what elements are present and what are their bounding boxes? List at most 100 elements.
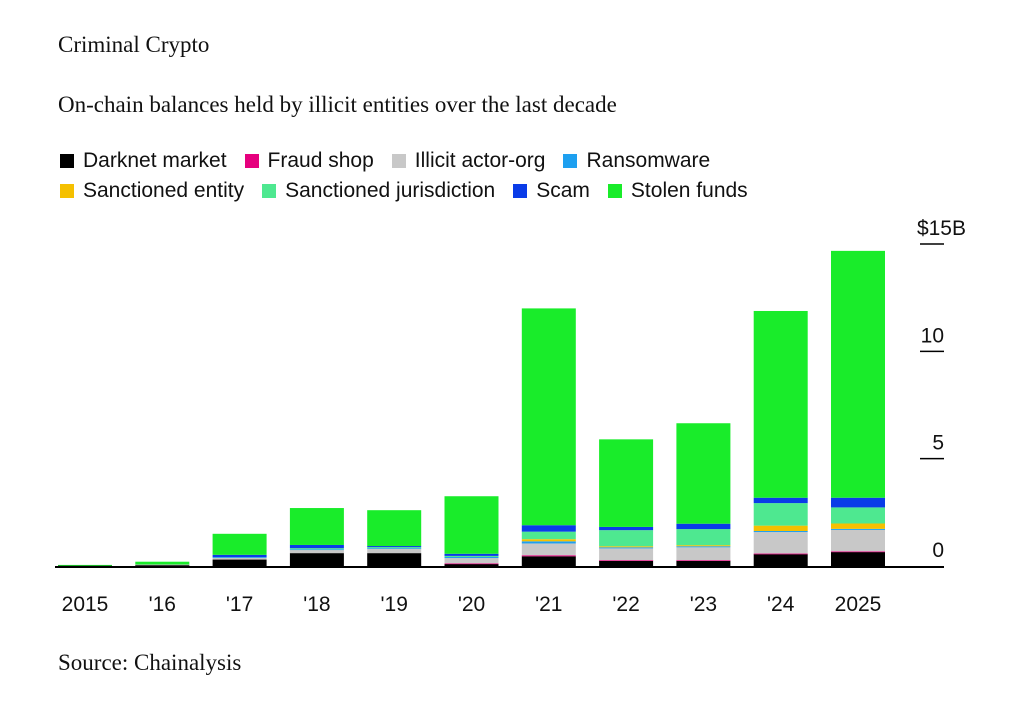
bar-stack-17 <box>212 533 267 566</box>
bar-segment-darknet-market <box>521 556 576 566</box>
bar-segment-illicit-actor-org <box>676 547 731 561</box>
bar-segment-sanctioned-jurisdiction <box>444 555 499 557</box>
bar-segment-fraud-shop <box>831 551 885 553</box>
legend-item-sanctioned-jurisdiction: Sanctioned jurisdiction <box>262 179 495 203</box>
bar-segment-sanctioned-entity <box>831 523 885 529</box>
chart-subtitle: On-chain balances held by illicit entiti… <box>58 92 617 117</box>
bar-stack-20 <box>444 496 499 566</box>
legend-item-darknet-market: Darknet market <box>60 149 227 173</box>
x-tick-label: '20 <box>458 593 485 616</box>
bar-segment-fraud-shop <box>521 555 576 557</box>
bar-stack-18 <box>289 508 344 566</box>
bar-segment-darknet-market <box>135 564 190 566</box>
chart-title: Criminal Crypto <box>58 32 210 57</box>
legend-item-stolen-funds: Stolen funds <box>607 179 748 203</box>
y-tick-label: 0 <box>932 539 944 562</box>
bar-segment-sanctioned-entity <box>753 525 808 532</box>
bars-group <box>58 250 885 567</box>
bar-segment-ransomware <box>521 541 576 544</box>
legend-item-ransomware: Ransomware <box>563 149 710 173</box>
bar-segment-scam <box>599 526 654 531</box>
bar-stack-19 <box>367 510 422 566</box>
y-axis: 0 5 10 $15B <box>917 217 966 562</box>
x-tick-label: '21 <box>535 593 562 616</box>
bar-segment-illicit-actor-org <box>521 543 576 556</box>
bar-segment-scam <box>212 554 267 557</box>
legend-swatch <box>563 154 578 168</box>
bar-segment-scam <box>289 544 344 549</box>
bar-segment-scam <box>367 546 422 548</box>
x-tick-label: '22 <box>612 593 639 616</box>
bar-segment-darknet-market <box>444 563 499 566</box>
bar-stack-2015 <box>58 564 112 567</box>
legend-swatch <box>244 154 259 168</box>
legend-item-fraud-shop: Fraud shop <box>244 149 374 173</box>
bar-segment-darknet-market <box>289 553 344 566</box>
legend-row-2: Sanctioned entity Sanctioned jurisdiction… <box>60 176 960 206</box>
bar-segment-sanctioned-jurisdiction <box>367 547 422 549</box>
bar-segment-ransomware <box>212 556 267 558</box>
legend-label: Sanctioned entity <box>83 179 245 202</box>
bar-segment-darknet-market <box>599 560 654 566</box>
legend-swatch <box>391 154 406 168</box>
legend-label: Fraud shop <box>267 149 374 172</box>
bar-segment-illicit-actor-org <box>212 557 267 560</box>
bar-segment-ransomware <box>289 549 344 551</box>
bar-segment-scam <box>676 523 731 530</box>
legend-swatch <box>513 184 528 198</box>
bar-segment-sanctioned-jurisdiction <box>599 530 654 547</box>
bar-stack-16 <box>135 561 190 566</box>
x-tick-label: '23 <box>690 593 717 616</box>
bar-segment-sanctioned-entity <box>599 546 654 548</box>
bar-segment-stolen-funds <box>521 308 576 526</box>
bar-segment-illicit-actor-org <box>599 548 654 561</box>
bar-stack-2025 <box>831 250 885 566</box>
legend-swatch <box>60 184 74 198</box>
source-note: Source: Chainalysis <box>58 650 242 675</box>
legend-item-scam: Scam <box>513 179 590 203</box>
y-tick-label: $15B <box>917 217 966 240</box>
x-tick-label: 2015 <box>62 593 109 616</box>
bar-segment-illicit-actor-org <box>753 532 808 554</box>
bar-segment-illicit-actor-org <box>289 549 344 554</box>
bar-segment-stolen-funds <box>444 496 499 554</box>
bar-segment-ransomware <box>753 531 808 533</box>
legend: Darknet market Fraud shop Illicit actor-or… <box>60 146 960 206</box>
bar-segment-sanctioned-entity <box>676 545 731 547</box>
bar-segment-scam <box>753 497 808 504</box>
bar-segment-illicit-actor-org <box>831 529 885 552</box>
bar-segment-fraud-shop <box>599 560 654 562</box>
bar-stack-24 <box>753 310 808 566</box>
bar-segment-sanctioned-jurisdiction <box>753 503 808 526</box>
bar-segment-darknet-market <box>58 565 112 567</box>
x-tick-label: '18 <box>303 593 330 616</box>
y-tick-label: 5 <box>932 432 944 455</box>
bar-segment-illicit-actor-org <box>367 548 422 554</box>
x-tick-label: '19 <box>381 593 408 616</box>
bar-segment-scam <box>831 497 885 508</box>
bar-segment-ransomware <box>367 548 422 549</box>
bar-segment-ransomware <box>444 556 499 559</box>
bar-segment-sanctioned-entity <box>521 539 576 542</box>
bar-segment-sanctioned-jurisdiction <box>831 507 885 524</box>
bar-segment-darknet-market <box>831 552 885 566</box>
bar-segment-sanctioned-jurisdiction <box>289 548 344 550</box>
bar-stack-22 <box>599 439 654 566</box>
bar-segment-illicit-actor-org <box>135 564 190 566</box>
legend-swatch <box>607 184 622 198</box>
bar-stack-23 <box>676 423 731 566</box>
legend-label: Illicit actor-org <box>414 149 546 172</box>
bar-segment-ransomware <box>831 528 885 530</box>
legend-label: Scam <box>536 179 590 202</box>
legend-swatch <box>60 154 74 168</box>
legend-item-illicit-actor-org: Illicit actor-org <box>391 149 546 173</box>
legend-label: Darknet market <box>83 149 227 172</box>
bar-segment-fraud-shop <box>753 553 808 555</box>
bar-segment-stolen-funds <box>753 310 808 498</box>
bar-segment-stolen-funds <box>135 561 190 565</box>
legend-label: Stolen funds <box>630 179 748 202</box>
bar-segment-stolen-funds <box>58 564 112 566</box>
bar-segment-darknet-market <box>676 560 731 566</box>
bar-segment-darknet-market <box>367 553 422 566</box>
